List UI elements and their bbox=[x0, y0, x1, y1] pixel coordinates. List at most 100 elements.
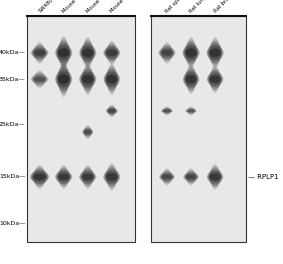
Ellipse shape bbox=[208, 71, 222, 87]
Ellipse shape bbox=[31, 48, 48, 58]
Text: 25kDa—: 25kDa— bbox=[0, 122, 25, 126]
Bar bbox=[151, 16, 246, 242]
Ellipse shape bbox=[209, 41, 222, 64]
Ellipse shape bbox=[32, 46, 47, 59]
Ellipse shape bbox=[161, 175, 173, 179]
Ellipse shape bbox=[83, 165, 92, 189]
Ellipse shape bbox=[161, 109, 173, 113]
Ellipse shape bbox=[106, 68, 118, 91]
Ellipse shape bbox=[163, 168, 171, 186]
Ellipse shape bbox=[82, 39, 93, 67]
Ellipse shape bbox=[31, 75, 48, 83]
Ellipse shape bbox=[30, 171, 49, 182]
Ellipse shape bbox=[106, 65, 117, 93]
Ellipse shape bbox=[83, 63, 92, 95]
Ellipse shape bbox=[32, 168, 47, 186]
Ellipse shape bbox=[186, 169, 196, 184]
Ellipse shape bbox=[107, 109, 116, 113]
Ellipse shape bbox=[107, 107, 117, 115]
Text: 40kDa—: 40kDa— bbox=[0, 50, 25, 55]
Ellipse shape bbox=[159, 173, 175, 181]
Ellipse shape bbox=[83, 127, 92, 137]
Ellipse shape bbox=[57, 74, 70, 84]
Ellipse shape bbox=[107, 163, 116, 191]
Ellipse shape bbox=[106, 108, 118, 114]
Ellipse shape bbox=[185, 175, 197, 179]
Ellipse shape bbox=[57, 173, 70, 180]
Ellipse shape bbox=[184, 70, 198, 88]
Ellipse shape bbox=[209, 69, 221, 89]
Ellipse shape bbox=[162, 108, 172, 114]
Ellipse shape bbox=[158, 48, 175, 58]
Ellipse shape bbox=[107, 41, 116, 65]
Ellipse shape bbox=[210, 39, 220, 67]
Ellipse shape bbox=[35, 42, 44, 64]
Ellipse shape bbox=[33, 45, 46, 61]
Ellipse shape bbox=[209, 76, 221, 83]
Ellipse shape bbox=[80, 43, 95, 62]
Text: — RPLP1: — RPLP1 bbox=[248, 174, 278, 180]
Ellipse shape bbox=[105, 44, 118, 62]
Ellipse shape bbox=[185, 75, 197, 83]
Ellipse shape bbox=[211, 37, 220, 69]
Ellipse shape bbox=[160, 45, 173, 61]
Bar bbox=[27, 16, 135, 242]
Ellipse shape bbox=[207, 73, 223, 86]
Ellipse shape bbox=[103, 47, 120, 58]
Ellipse shape bbox=[186, 37, 196, 69]
Ellipse shape bbox=[108, 63, 116, 95]
Ellipse shape bbox=[162, 42, 171, 64]
Ellipse shape bbox=[188, 106, 194, 116]
Ellipse shape bbox=[161, 171, 173, 183]
Ellipse shape bbox=[57, 168, 70, 186]
Ellipse shape bbox=[210, 166, 220, 188]
Ellipse shape bbox=[55, 71, 72, 87]
Text: Rat brain: Rat brain bbox=[213, 0, 234, 14]
Ellipse shape bbox=[55, 171, 72, 182]
Ellipse shape bbox=[109, 105, 115, 117]
Ellipse shape bbox=[81, 41, 94, 64]
Ellipse shape bbox=[82, 65, 93, 93]
Ellipse shape bbox=[185, 68, 197, 90]
Text: Rat lung: Rat lung bbox=[189, 0, 208, 14]
Ellipse shape bbox=[104, 70, 119, 89]
Ellipse shape bbox=[105, 167, 118, 187]
Ellipse shape bbox=[57, 41, 70, 65]
Ellipse shape bbox=[83, 130, 92, 134]
Ellipse shape bbox=[163, 107, 171, 115]
Ellipse shape bbox=[186, 66, 196, 92]
Ellipse shape bbox=[186, 39, 196, 67]
Ellipse shape bbox=[104, 169, 119, 185]
Ellipse shape bbox=[82, 173, 94, 180]
Ellipse shape bbox=[162, 169, 172, 184]
Ellipse shape bbox=[103, 171, 120, 183]
Ellipse shape bbox=[106, 42, 117, 63]
Ellipse shape bbox=[33, 50, 46, 56]
Ellipse shape bbox=[185, 41, 198, 64]
Ellipse shape bbox=[34, 43, 45, 62]
Text: Rat spleen: Rat spleen bbox=[165, 0, 188, 14]
Ellipse shape bbox=[57, 66, 70, 92]
Ellipse shape bbox=[160, 172, 174, 182]
Text: Mouse lung: Mouse lung bbox=[86, 0, 111, 14]
Ellipse shape bbox=[183, 45, 200, 60]
Ellipse shape bbox=[107, 106, 116, 116]
Text: 35kDa—: 35kDa— bbox=[0, 77, 25, 82]
Ellipse shape bbox=[106, 173, 118, 181]
Ellipse shape bbox=[31, 170, 48, 184]
Ellipse shape bbox=[106, 49, 118, 56]
Ellipse shape bbox=[85, 125, 91, 139]
Ellipse shape bbox=[187, 168, 195, 186]
Ellipse shape bbox=[209, 173, 221, 181]
Ellipse shape bbox=[32, 173, 47, 180]
Ellipse shape bbox=[55, 45, 72, 60]
Ellipse shape bbox=[160, 46, 174, 59]
Ellipse shape bbox=[187, 110, 195, 112]
Ellipse shape bbox=[186, 108, 196, 114]
Ellipse shape bbox=[82, 75, 94, 83]
Ellipse shape bbox=[164, 106, 170, 116]
Ellipse shape bbox=[56, 170, 71, 184]
Ellipse shape bbox=[58, 38, 69, 67]
Ellipse shape bbox=[209, 167, 221, 186]
Ellipse shape bbox=[183, 72, 199, 86]
